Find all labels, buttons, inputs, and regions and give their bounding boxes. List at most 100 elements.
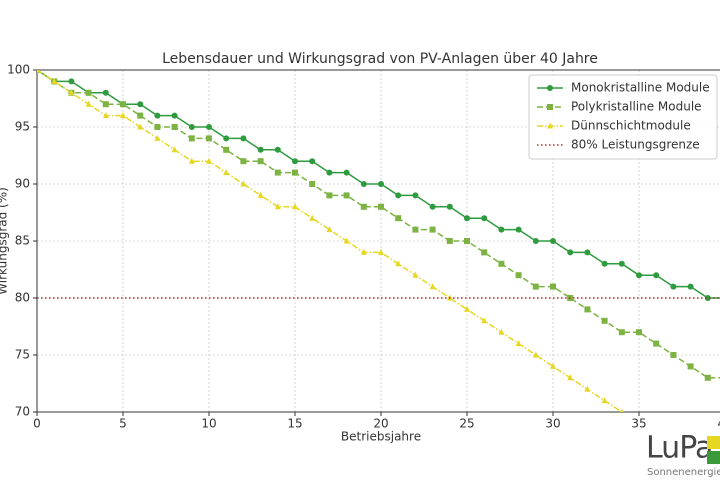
y-tick-label: 95: [15, 120, 30, 134]
x-tick-label: 40: [717, 417, 720, 431]
data-point: [37, 70, 40, 73]
data-point: [360, 203, 367, 210]
data-point: [206, 157, 212, 164]
data-point: [257, 158, 264, 165]
data-point: [515, 226, 522, 233]
data-point: [137, 101, 144, 108]
data-point: [653, 272, 660, 279]
data-point: [412, 271, 419, 278]
data-point: [498, 260, 505, 267]
data-point: [515, 340, 522, 347]
logo-square: [707, 451, 720, 464]
data-point: [360, 248, 367, 255]
x-tick-label: 35: [631, 417, 646, 431]
data-point: [274, 169, 281, 176]
data-point: [240, 135, 247, 142]
data-point: [309, 158, 316, 165]
data-point: [653, 340, 660, 347]
data-point: [395, 192, 402, 199]
data-point: [223, 135, 230, 142]
data-point: [429, 226, 436, 233]
data-point: [188, 124, 195, 130]
legend-label: Polykristalline Module: [571, 100, 702, 114]
data-point: [481, 317, 488, 324]
y-tick-label: 100: [7, 63, 30, 77]
data-point: [395, 215, 402, 222]
data-point: [274, 203, 281, 210]
x-tick-label: 30: [545, 417, 560, 431]
data-point: [274, 146, 281, 153]
data-point: [188, 135, 195, 142]
data-point: [515, 272, 522, 279]
x-tick-label: 20: [373, 417, 388, 431]
data-point: [618, 329, 625, 336]
data-point: [188, 157, 195, 164]
data-point: [618, 260, 625, 267]
data-point: [481, 215, 488, 222]
data-point: [240, 180, 247, 187]
legend: Monokristalline Module Polykristalline Mo…: [528, 74, 718, 160]
data-point: [171, 124, 178, 130]
data-point: [154, 134, 161, 141]
data-point: [360, 181, 367, 187]
x-tick-label: 10: [201, 417, 216, 431]
data-point: [601, 317, 608, 324]
data-point: [636, 329, 642, 336]
data-point: [206, 135, 212, 142]
data-point: [85, 100, 92, 107]
data-point: [120, 101, 126, 108]
data-point: [240, 158, 247, 165]
x-axis-label: Betriebsjahre: [341, 430, 421, 444]
data-point: [395, 260, 402, 267]
data-point: [532, 351, 539, 358]
data-point: [601, 397, 608, 404]
data-point: [292, 203, 298, 210]
data-point: [309, 214, 316, 221]
data-point: [446, 203, 453, 210]
data-point: [498, 328, 505, 335]
data-point: [120, 112, 126, 119]
x-tick-label: 25: [459, 417, 474, 431]
data-point: [670, 283, 677, 290]
data-point: [68, 89, 75, 96]
logo-subtitle: Sonnenenergie: [647, 467, 720, 478]
data-point: [137, 112, 144, 119]
plot-area: [37, 70, 720, 412]
data-point: [102, 89, 109, 96]
data-point: [343, 192, 350, 199]
data-point: [378, 203, 384, 210]
y-tick-label: 90: [15, 177, 30, 191]
data-point: [223, 169, 230, 176]
data-point: [584, 306, 591, 313]
x-tick-label: 5: [119, 417, 127, 431]
data-point: [464, 238, 470, 244]
data-point: [532, 238, 539, 244]
data-point: [257, 146, 264, 153]
data-point: [51, 77, 58, 84]
data-point: [550, 238, 556, 244]
data-point: [550, 283, 556, 290]
data-point: [326, 226, 333, 233]
plot-frame: [36, 69, 720, 413]
data-point: [68, 78, 75, 85]
data-point: [547, 85, 553, 91]
data-point: [378, 181, 384, 187]
x-tick-label: 0: [33, 417, 41, 431]
y-tick-label: 80: [15, 291, 30, 305]
data-point: [85, 89, 92, 96]
logo-square: [707, 436, 720, 449]
y-tick-label: 75: [15, 348, 30, 362]
data-point: [292, 169, 298, 176]
data-point: [137, 123, 144, 130]
data-point: [481, 249, 488, 256]
data-point: [464, 305, 470, 312]
data-point: [206, 124, 212, 130]
data-point: [412, 192, 419, 199]
chart-title: Lebensdauer und Wirkungsgrad von PV-Anla…: [162, 51, 598, 67]
data-point: [670, 352, 677, 358]
data-point: [102, 112, 109, 119]
legend-label: Monokristalline Module: [571, 81, 710, 95]
data-point: [171, 112, 178, 119]
data-point: [171, 146, 178, 153]
